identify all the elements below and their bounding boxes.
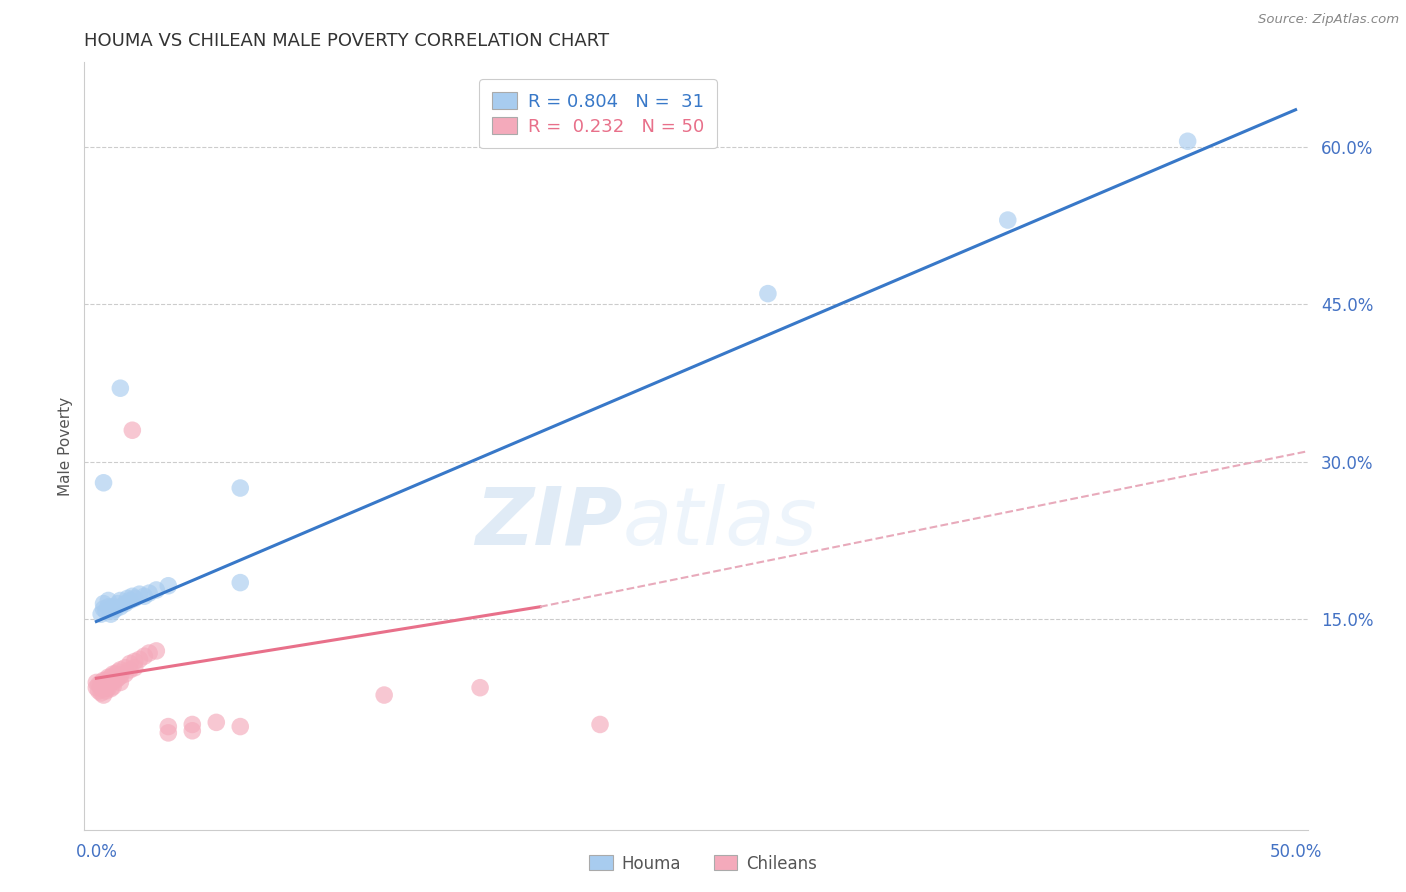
Point: [181, 717, 204, 731]
Point: [97, 681, 120, 695]
Point: [157, 726, 180, 740]
Point: [101, 673, 124, 688]
Point: [229, 720, 252, 734]
Point: [157, 579, 180, 593]
Point: [97, 670, 120, 684]
Point: [114, 667, 136, 681]
Point: [107, 665, 129, 679]
Point: [101, 680, 124, 694]
Point: [110, 593, 132, 607]
Point: [121, 423, 143, 437]
Point: [100, 602, 122, 616]
Point: [110, 381, 132, 395]
Point: [138, 646, 160, 660]
Point: [90, 686, 112, 700]
Point: [90, 675, 112, 690]
Point: [104, 667, 127, 681]
Point: [94, 604, 117, 618]
Point: [93, 597, 115, 611]
Point: [86, 675, 108, 690]
Point: [124, 655, 146, 669]
Point: [124, 591, 146, 606]
Point: [101, 667, 124, 681]
Point: [93, 602, 115, 616]
Point: [118, 657, 141, 671]
Point: [468, 681, 491, 695]
Point: [756, 286, 779, 301]
Point: [145, 644, 167, 658]
Point: [104, 673, 127, 688]
Point: [997, 213, 1019, 227]
Point: [100, 607, 122, 621]
Point: [101, 604, 124, 618]
Point: [90, 607, 112, 621]
Point: [100, 681, 122, 696]
Text: HOUMA VS CHILEAN MALE POVERTY CORRELATION CHART: HOUMA VS CHILEAN MALE POVERTY CORRELATIO…: [84, 32, 609, 50]
Point: [87, 677, 110, 691]
Text: atlas: atlas: [623, 483, 817, 562]
Point: [138, 586, 160, 600]
Point: [97, 675, 120, 690]
Point: [100, 675, 122, 690]
Point: [1177, 134, 1199, 148]
Point: [110, 669, 132, 683]
Point: [229, 481, 252, 495]
Point: [94, 680, 117, 694]
Point: [145, 582, 167, 597]
Point: [157, 720, 180, 734]
Point: [93, 475, 115, 490]
Point: [181, 723, 204, 738]
Point: [589, 717, 612, 731]
Point: [107, 671, 129, 685]
Point: [114, 597, 136, 611]
Point: [110, 675, 132, 690]
Point: [86, 681, 108, 695]
Point: [114, 661, 136, 675]
Point: [94, 683, 117, 698]
Legend: R = 0.804   N =  31, R =  0.232   N = 50: R = 0.804 N = 31, R = 0.232 N = 50: [479, 79, 717, 148]
Point: [101, 599, 124, 614]
Y-axis label: Male Poverty: Male Poverty: [58, 396, 73, 496]
Point: [124, 661, 146, 675]
Point: [90, 681, 112, 695]
Point: [93, 688, 115, 702]
Point: [128, 587, 150, 601]
Point: [229, 575, 252, 590]
Point: [110, 599, 132, 614]
Point: [93, 673, 115, 688]
Point: [118, 663, 141, 677]
Legend: Houma, Chileans: Houma, Chileans: [583, 848, 823, 880]
Point: [373, 688, 395, 702]
Text: ZIP: ZIP: [475, 483, 623, 562]
Point: [93, 677, 115, 691]
Point: [93, 681, 115, 696]
Point: [121, 589, 143, 603]
Point: [104, 602, 127, 616]
Point: [94, 673, 117, 688]
Point: [107, 597, 129, 611]
Point: [87, 683, 110, 698]
Point: [97, 593, 120, 607]
Point: [110, 663, 132, 677]
Point: [100, 670, 122, 684]
Point: [205, 715, 228, 730]
Point: [117, 591, 139, 606]
Point: [134, 649, 156, 664]
Point: [118, 593, 141, 607]
Point: [128, 652, 150, 666]
Text: Source: ZipAtlas.com: Source: ZipAtlas.com: [1258, 13, 1399, 27]
Point: [97, 599, 120, 614]
Point: [134, 589, 156, 603]
